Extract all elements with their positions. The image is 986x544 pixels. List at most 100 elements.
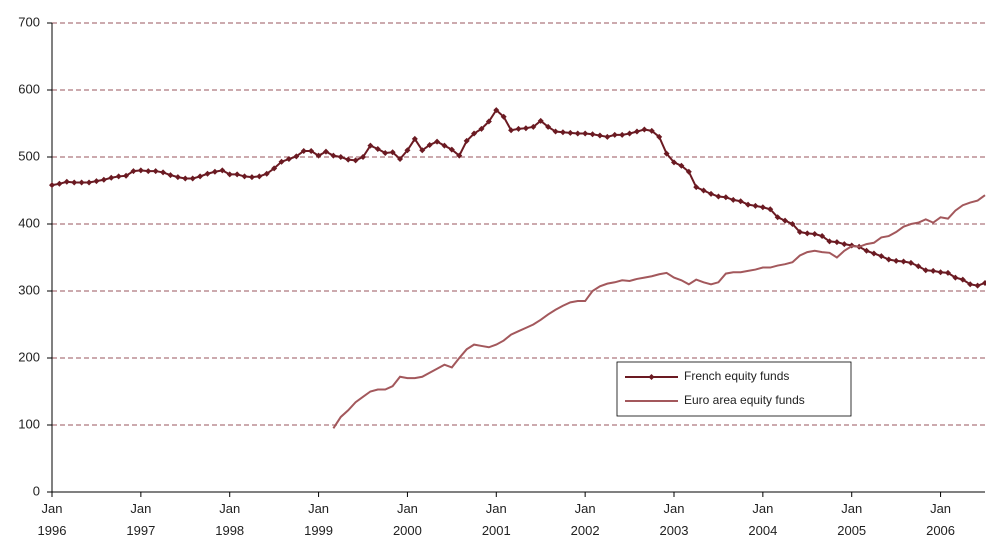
series-marker <box>574 130 581 137</box>
series-marker <box>337 154 344 160</box>
series-marker <box>745 201 752 208</box>
series-line <box>51 108 986 287</box>
legend-label: French equity funds <box>684 369 789 383</box>
series-marker <box>152 168 159 175</box>
series-marker <box>248 174 255 181</box>
series-marker <box>411 135 418 142</box>
series-marker <box>952 274 959 281</box>
series-marker <box>559 129 566 136</box>
series-marker <box>234 171 241 178</box>
series-marker <box>367 142 374 149</box>
x-tick-label: Jan 2004 <box>748 501 778 538</box>
series-marker <box>937 269 944 276</box>
series-marker <box>930 267 937 274</box>
series-marker <box>86 179 93 186</box>
series-marker <box>915 263 922 270</box>
series-marker <box>434 138 441 145</box>
series-marker <box>241 173 248 180</box>
series-marker <box>500 113 507 120</box>
series-marker <box>441 142 448 149</box>
series-marker <box>285 156 292 163</box>
series-marker <box>648 127 655 134</box>
series-marker <box>426 141 433 148</box>
series-marker <box>100 176 107 183</box>
series-marker <box>982 279 986 286</box>
x-tick-label: Jan 1996 <box>37 501 67 538</box>
y-tick-label: 500 <box>18 148 40 163</box>
series-marker <box>737 198 744 205</box>
y-tick-label: 700 <box>18 14 40 29</box>
series-marker <box>471 130 478 137</box>
series-marker <box>804 230 811 237</box>
series-marker <box>508 127 515 134</box>
series-marker <box>663 150 670 157</box>
series-marker <box>493 107 500 114</box>
series-marker <box>448 146 455 153</box>
series-marker <box>456 152 463 159</box>
series-marker <box>389 149 396 156</box>
series-marker <box>463 137 470 144</box>
series-marker <box>56 180 63 187</box>
series-marker <box>722 194 729 201</box>
series-marker <box>582 130 589 137</box>
series-marker <box>522 125 529 132</box>
series-marker <box>774 214 781 221</box>
series-marker <box>256 173 263 180</box>
legend-label: Euro area equity funds <box>684 393 805 407</box>
series-marker <box>404 147 411 154</box>
series-marker <box>611 131 618 138</box>
series-marker <box>137 167 144 174</box>
x-tick-label: Jan 2006 <box>926 501 956 538</box>
series-marker <box>478 125 485 132</box>
series-marker <box>397 156 404 163</box>
series-marker <box>789 221 796 227</box>
legend: French equity funds Euro area equity fund… <box>616 361 852 417</box>
series-marker <box>678 162 685 169</box>
series-marker <box>944 269 951 276</box>
series-marker <box>300 147 307 154</box>
y-tick-label: 0 <box>33 483 40 498</box>
series-marker <box>907 259 914 266</box>
series-marker <box>63 178 70 185</box>
series-marker <box>759 204 766 211</box>
series-marker <box>545 123 552 130</box>
series-marker <box>700 187 707 194</box>
series-marker <box>263 170 270 177</box>
series-marker <box>49 182 55 189</box>
series-marker <box>93 178 100 185</box>
series-marker <box>271 165 278 172</box>
series-marker <box>841 241 848 248</box>
series-marker <box>819 233 826 240</box>
series-marker <box>322 148 329 155</box>
series-marker <box>530 123 537 130</box>
series-marker <box>693 184 700 191</box>
series-marker <box>900 258 907 265</box>
series-marker <box>959 276 966 283</box>
series-marker <box>485 118 492 125</box>
x-tick-label: Jan 2001 <box>481 501 511 538</box>
series-marker <box>211 168 218 175</box>
series-marker <box>885 256 892 263</box>
series-marker <box>330 152 337 159</box>
series-marker <box>71 179 78 186</box>
series-marker <box>226 171 233 178</box>
series-marker <box>419 147 426 154</box>
series-line <box>332 194 986 429</box>
legend-marker <box>648 374 655 380</box>
series-marker <box>174 174 181 181</box>
x-tick-label: Jan 2005 <box>837 501 867 538</box>
series-marker <box>870 250 877 257</box>
series-marker <box>811 231 818 238</box>
series-marker <box>967 281 974 288</box>
series-marker <box>619 131 626 138</box>
series-marker <box>863 247 870 254</box>
series-marker <box>219 167 226 174</box>
series-marker <box>656 133 663 140</box>
y-tick-label: 400 <box>18 215 40 230</box>
series-marker <box>130 168 137 175</box>
series-marker <box>189 175 196 182</box>
y-tick-label: 100 <box>18 416 40 431</box>
series-marker <box>604 133 611 140</box>
